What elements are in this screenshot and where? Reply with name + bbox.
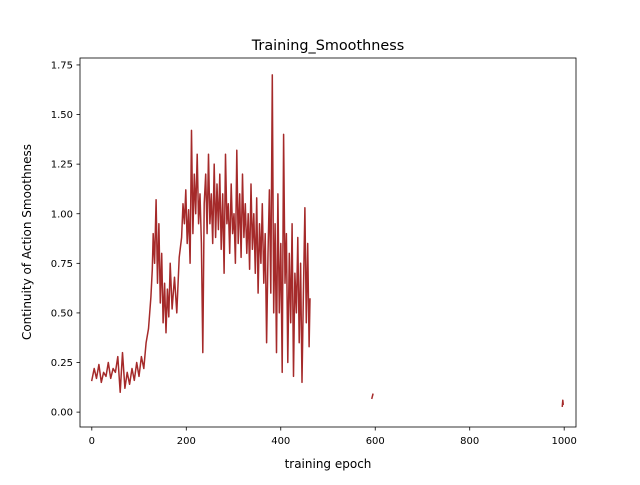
- x-tick-label: 1000: [551, 436, 576, 447]
- y-tick-label: 1.50: [51, 110, 73, 121]
- x-axis-label: training epoch: [285, 457, 372, 471]
- y-tick-label: 1.75: [51, 61, 73, 72]
- x-tick-label: 400: [271, 436, 290, 447]
- y-tick-label: 1.25: [51, 160, 73, 171]
- series-line-segment: [370, 393, 374, 400]
- series-line-segment: [561, 399, 565, 408]
- x-tick-label: 0: [89, 436, 95, 447]
- y-tick-label: 0.00: [51, 408, 73, 419]
- y-axis-label: Continuity of Action Smoothness: [20, 144, 34, 340]
- y-tick-label: 0.50: [51, 309, 73, 320]
- x-tick-label: 800: [460, 436, 479, 447]
- y-tick-label: 1.00: [51, 209, 73, 220]
- data-layer: [90, 74, 565, 408]
- y-tick-label: 0.25: [51, 358, 73, 369]
- chart-title: Training_Smoothness: [251, 38, 404, 54]
- x-tick-label: 200: [177, 436, 196, 447]
- plot-area-background: [80, 58, 576, 427]
- x-tick-label: 600: [366, 436, 385, 447]
- series-line-segment: [90, 74, 311, 394]
- plot-frame: [79, 57, 577, 428]
- y-tick-label: 0.75: [51, 259, 73, 270]
- axes: 0 200 400 600 800 1000 0.00 0.25 0.50 0.75 1.00 1.2…: [51, 61, 577, 447]
